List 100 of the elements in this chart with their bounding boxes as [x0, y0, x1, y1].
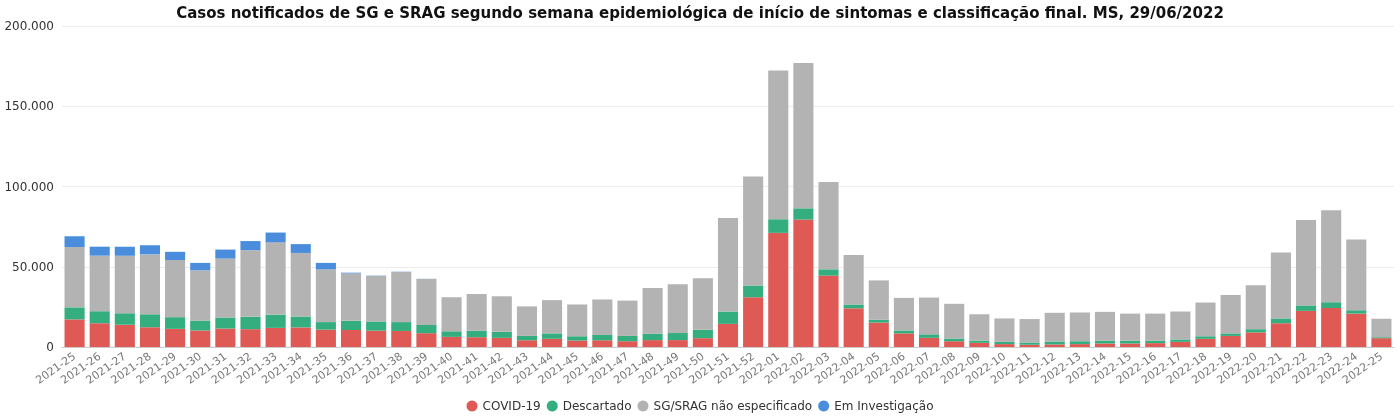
bar	[1371, 318, 1392, 338]
bar	[868, 322, 889, 347]
bar	[1295, 305, 1317, 311]
bar	[1220, 295, 1241, 334]
bar	[114, 324, 135, 347]
bar	[592, 334, 613, 341]
bar	[542, 300, 563, 334]
bar	[944, 303, 965, 339]
bar	[1145, 313, 1166, 341]
bar	[692, 329, 713, 339]
bar	[215, 328, 236, 347]
bar	[919, 334, 940, 338]
bar	[542, 338, 563, 347]
bar	[139, 327, 161, 347]
bar	[893, 330, 914, 334]
bar	[617, 335, 638, 342]
bar	[617, 341, 638, 347]
bar	[592, 299, 613, 335]
bar	[290, 244, 311, 253]
bar	[315, 269, 336, 323]
bar	[969, 314, 990, 341]
bar	[139, 254, 161, 315]
bar	[768, 70, 789, 220]
bar	[542, 333, 563, 339]
bar	[1220, 335, 1241, 347]
bar	[265, 232, 286, 243]
bar	[1321, 302, 1342, 308]
bar	[818, 275, 839, 347]
bar	[366, 321, 387, 331]
bar	[466, 330, 487, 338]
bar	[969, 342, 990, 347]
bar	[843, 304, 864, 309]
bar	[265, 314, 286, 328]
bar	[416, 278, 437, 326]
bar	[893, 297, 914, 331]
bar	[516, 340, 537, 347]
bar	[516, 306, 537, 336]
bar	[64, 319, 85, 347]
bar	[1195, 338, 1216, 347]
y-tick-label: 50.000	[12, 259, 54, 274]
chart-title: Casos notificados de SG e SRAG segundo semana epidemiológica de início de sintomas e classificação final. MS, 29/06/2022	[176, 3, 1224, 22]
bar	[114, 255, 135, 314]
bar	[165, 251, 186, 261]
bar	[893, 333, 914, 347]
bar	[491, 337, 512, 347]
legend-label: SG/SRAG não especificado	[653, 399, 813, 413]
bar	[215, 258, 236, 318]
bar	[441, 297, 462, 332]
legend-label: Em Investigação	[834, 399, 934, 413]
bar	[315, 322, 336, 330]
bar	[1245, 329, 1266, 333]
bar	[1295, 310, 1317, 347]
bar	[1170, 341, 1191, 347]
bar	[1044, 312, 1065, 342]
bar	[919, 297, 940, 335]
bar	[315, 262, 336, 270]
bar	[290, 327, 311, 347]
bar	[1270, 318, 1291, 324]
bar	[717, 311, 739, 324]
bar	[868, 280, 889, 320]
bar	[667, 333, 688, 341]
bar	[567, 340, 588, 347]
bar	[1346, 310, 1367, 314]
bar	[441, 336, 462, 347]
bar	[89, 246, 110, 256]
bar	[290, 316, 311, 328]
bar	[114, 313, 135, 325]
bar	[818, 182, 839, 270]
bar	[1270, 323, 1291, 347]
bar	[1321, 308, 1342, 347]
bar	[240, 241, 261, 251]
bar	[743, 285, 764, 298]
bar	[1245, 285, 1266, 330]
bar	[717, 323, 739, 347]
bar	[1170, 339, 1191, 342]
bar	[667, 340, 688, 347]
bar	[491, 296, 512, 332]
bar	[1295, 219, 1317, 306]
bar	[818, 269, 839, 276]
bar	[843, 308, 864, 347]
bar	[366, 275, 387, 322]
bar	[1195, 336, 1216, 339]
bar	[366, 330, 387, 347]
bar	[793, 219, 814, 347]
bar	[114, 246, 135, 256]
y-tick-label: 0	[46, 340, 54, 354]
bar	[265, 327, 286, 347]
bar	[391, 322, 412, 331]
bar	[944, 338, 965, 342]
bar	[215, 249, 236, 259]
bar	[768, 219, 789, 233]
bar	[1371, 338, 1392, 347]
bar	[64, 247, 85, 308]
bar	[642, 333, 663, 341]
bar	[165, 260, 186, 318]
bar	[793, 63, 814, 209]
legend-label: Descartado	[562, 399, 632, 413]
bar	[1120, 313, 1141, 341]
bar	[1220, 333, 1241, 336]
bar	[692, 338, 713, 347]
